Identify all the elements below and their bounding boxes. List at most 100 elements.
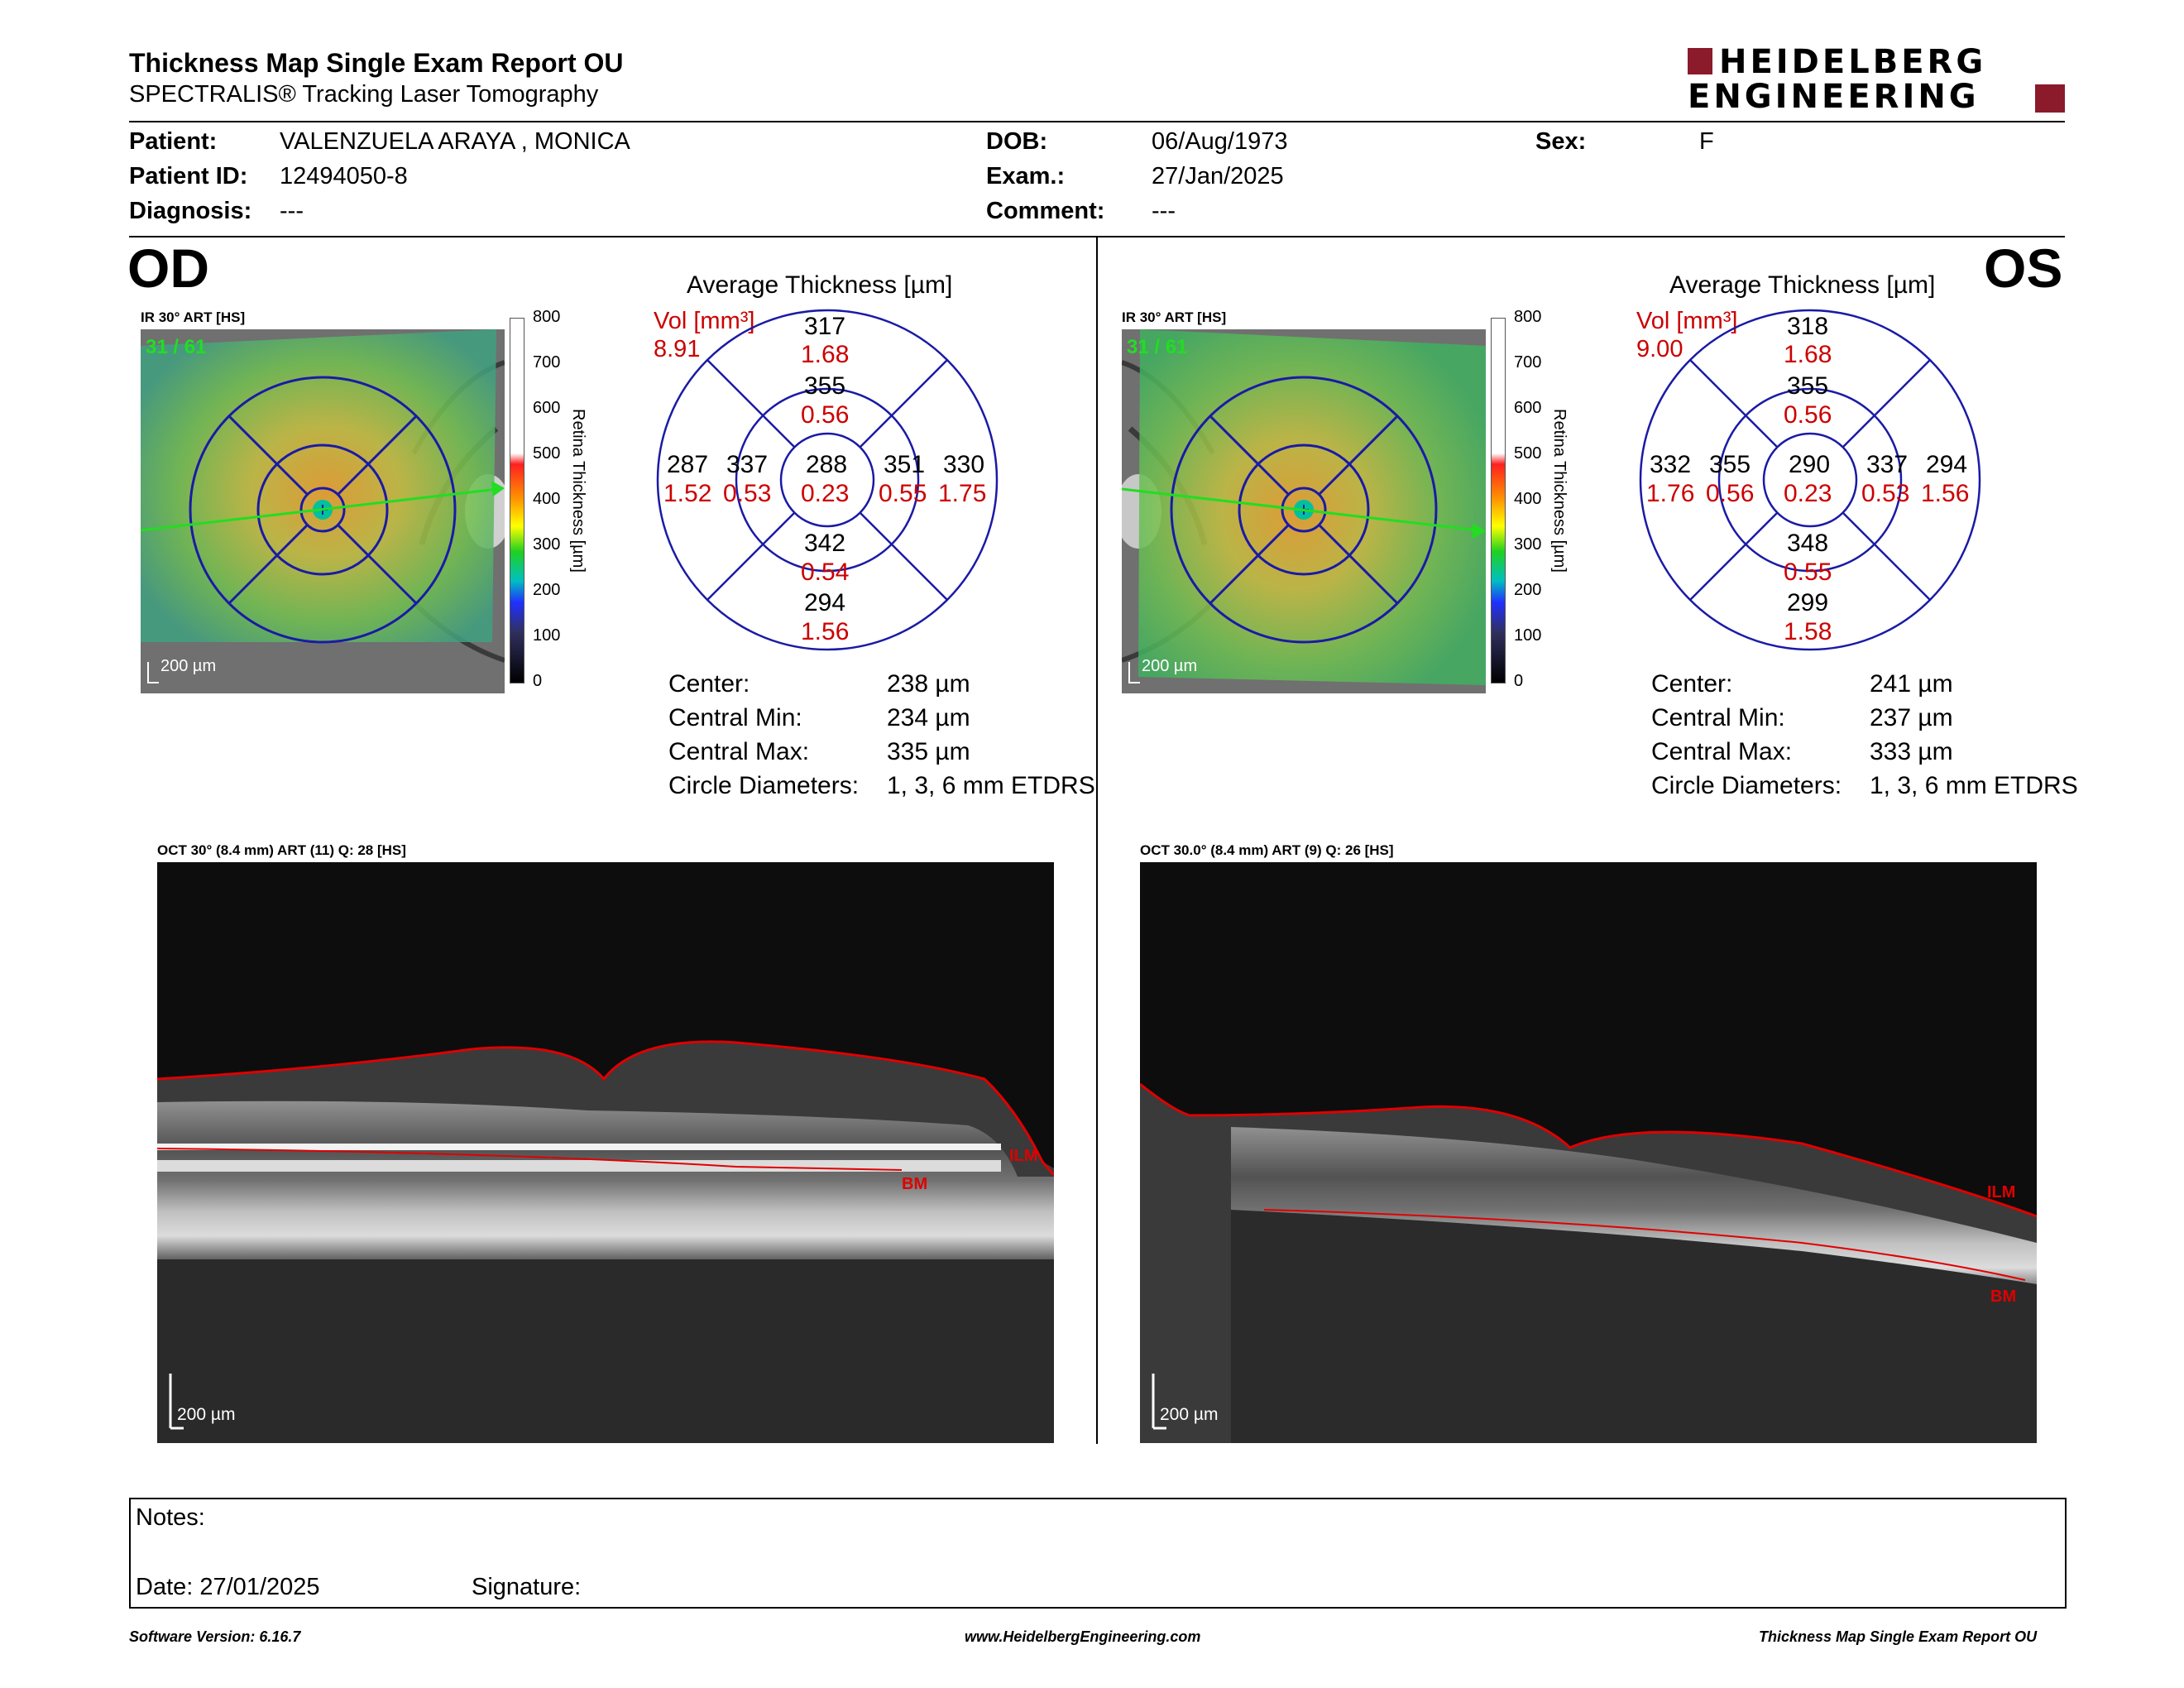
od-vol-value: 8.91 [654, 336, 701, 362]
report-title: Thickness Map Single Exam Report OU [129, 48, 624, 78]
os-center-thk: 290 [1789, 451, 1831, 478]
patient-label: Patient: [129, 128, 218, 155]
od-ir-label: IR 30° ART [HS] [141, 309, 246, 325]
od-tick-700: 700 [533, 353, 561, 372]
os-cmax-label: Central Max: [1651, 738, 1793, 765]
os-inner-right-thk: 337 [1866, 451, 1909, 478]
os-outer-left-thk: 332 [1650, 451, 1692, 478]
od-oct-scale-label: 200 µm [177, 1405, 236, 1424]
os-vol-value: 9.00 [1636, 336, 1684, 362]
od-eye-label: OD [127, 237, 209, 299]
os-avg-title: Average Thickness [µm] [1669, 271, 1936, 299]
sex-label: Sex: [1535, 128, 1587, 155]
date-label: Date: 27/01/2025 [136, 1574, 320, 1600]
od-tick-300: 300 [533, 535, 561, 554]
od-diam-label: Circle Diameters: [668, 772, 860, 799]
od-center-vol: 0.23 [801, 480, 850, 507]
os-outer-right-vol: 1.56 [1921, 480, 1970, 507]
os-inner-bottom-vol: 0.55 [1784, 559, 1832, 586]
os-tick-800: 800 [1514, 308, 1542, 326]
od-inner-bottom-vol: 0.54 [801, 559, 850, 586]
os-inner-top-vol: 0.56 [1784, 401, 1832, 429]
od-tick-400: 400 [533, 490, 561, 508]
od-oct-bscan: ILM BM 200 µm [157, 862, 1054, 1443]
od-inner-top-thk: 355 [804, 372, 846, 400]
od-etdrs-grid [656, 309, 999, 651]
os-outer-bottom-vol: 1.58 [1784, 618, 1832, 645]
od-bm-label: BM [902, 1175, 928, 1193]
os-vol-label: Vol [mm³] [1636, 308, 1738, 334]
os-outer-bottom-thk: 299 [1787, 589, 1829, 616]
comment-value: --- [1152, 198, 1176, 224]
os-diam-label: Circle Diameters: [1651, 772, 1842, 799]
od-outer-top-thk: 317 [804, 313, 846, 340]
header-divider [129, 121, 2065, 122]
od-tick-500: 500 [533, 444, 561, 463]
logo-line1: HEIDELBERG [1719, 43, 1987, 81]
od-scale-label: 200 µm [160, 657, 217, 675]
os-ir-label: IR 30° ART [HS] [1122, 309, 1227, 325]
os-outer-top-vol: 1.68 [1784, 341, 1832, 368]
od-tick-600: 600 [533, 399, 561, 417]
od-ilm-label: ILM [1009, 1147, 1038, 1165]
notes-box: Notes: Date: 27/01/2025 Signature: [129, 1498, 2067, 1609]
sex-value: F [1699, 128, 1714, 155]
od-outer-left-vol: 1.52 [663, 480, 712, 507]
logo-line2: ENGINEERING [1688, 78, 1980, 116]
od-center-thk: 288 [806, 451, 848, 478]
od-colorbar-title: Retina Thickness [µm] [569, 409, 587, 573]
os-scale-bar [1128, 662, 1130, 683]
os-tick-0: 0 [1514, 672, 1524, 690]
od-inner-bottom-thk: 342 [804, 530, 846, 557]
od-vol-label: Vol [mm³] [654, 308, 755, 334]
od-inner-left-thk: 337 [726, 451, 769, 478]
os-cmin-value: 237 µm [1870, 704, 1953, 731]
os-inner-bottom-thk: 348 [1787, 530, 1829, 557]
report-subtitle: SPECTRALIS® Tracking Laser Tomography [129, 81, 599, 108]
notes-label: Notes: [136, 1504, 205, 1531]
os-outer-top-thk: 318 [1787, 313, 1829, 340]
center-divider [1096, 237, 1098, 1444]
os-tick-200: 200 [1514, 581, 1542, 599]
od-tick-0: 0 [533, 672, 543, 690]
od-inner-left-vol: 0.53 [723, 480, 772, 507]
od-inner-right-vol: 0.55 [879, 480, 927, 507]
patient-name: VALENZUELA ARAYA , MONICA [280, 128, 630, 155]
os-center-value: 241 µm [1870, 670, 1953, 698]
os-cmin-label: Central Min: [1651, 704, 1785, 731]
od-tick-200: 200 [533, 581, 561, 599]
os-ilm-label: ILM [1987, 1183, 2016, 1201]
os-inner-left-vol: 0.56 [1706, 480, 1755, 507]
diagnosis-value: --- [280, 198, 304, 224]
od-scale-bar [147, 662, 149, 683]
dob-label: DOB: [986, 128, 1048, 155]
od-center-label: Center: [668, 670, 750, 698]
os-oct-bscan: ILM BM 200 µm [1140, 862, 2037, 1443]
os-colorbar-title: Retina Thickness [µm] [1550, 409, 1569, 573]
od-tick-800: 800 [533, 308, 561, 326]
os-etdrs-grid [1639, 309, 1981, 651]
os-eye-label: OS [1984, 237, 2063, 299]
od-center-value: 238 µm [887, 670, 970, 698]
od-outer-bottom-vol: 1.56 [801, 618, 850, 645]
exam-label: Exam.: [986, 163, 1066, 189]
od-inner-right-thk: 351 [884, 451, 926, 478]
od-avg-title: Average Thickness [µm] [687, 271, 953, 299]
od-outer-bottom-thk: 294 [804, 589, 846, 616]
od-inner-top-vol: 0.56 [801, 401, 850, 429]
patient-divider [129, 236, 2065, 237]
od-cmin-label: Central Min: [668, 704, 802, 731]
os-tick-300: 300 [1514, 535, 1542, 554]
os-tick-600: 600 [1514, 399, 1542, 417]
os-fundus-image: 31 / 61 200 µm [1122, 329, 1486, 693]
os-oct-scale-label: 200 µm [1160, 1405, 1219, 1424]
os-diam-value: 1, 3, 6 mm ETDRS [1870, 772, 2078, 799]
os-outer-right-thk: 294 [1926, 451, 1968, 478]
os-inner-left-thk: 355 [1709, 451, 1751, 478]
od-ir-counter: 31 / 61 [146, 336, 207, 358]
os-inner-top-thk: 355 [1787, 372, 1829, 400]
patient-id: 12494050-8 [280, 163, 408, 189]
od-tick-100: 100 [533, 626, 561, 645]
os-tick-700: 700 [1514, 353, 1542, 372]
od-oct-label: OCT 30° (8.4 mm) ART (11) Q: 28 [HS] [157, 842, 406, 858]
